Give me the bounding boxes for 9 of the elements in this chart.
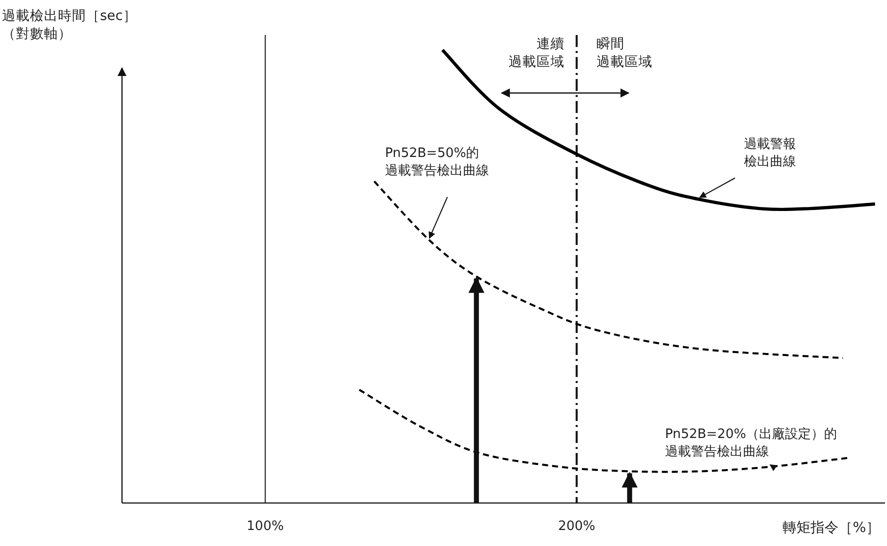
x-axis-title: 轉矩指令［%］: [782, 520, 880, 536]
text: 過載警報檢出曲線: [744, 137, 796, 170]
x-tick-label: 100%: [246, 519, 284, 534]
annotation: 連續過載區域: [508, 36, 565, 70]
y-axis-title: 過載檢出時間［sec］（對數軸）: [2, 8, 137, 42]
x-tick-label: 200%: [558, 519, 596, 534]
annotation: 瞬間過載區域: [596, 36, 653, 70]
series-label: Pn52B=20%（出廠設定）的過載警告檢出曲線: [665, 427, 838, 460]
series-label: Pn52B=50%的過載警告檢出曲線: [385, 146, 489, 179]
